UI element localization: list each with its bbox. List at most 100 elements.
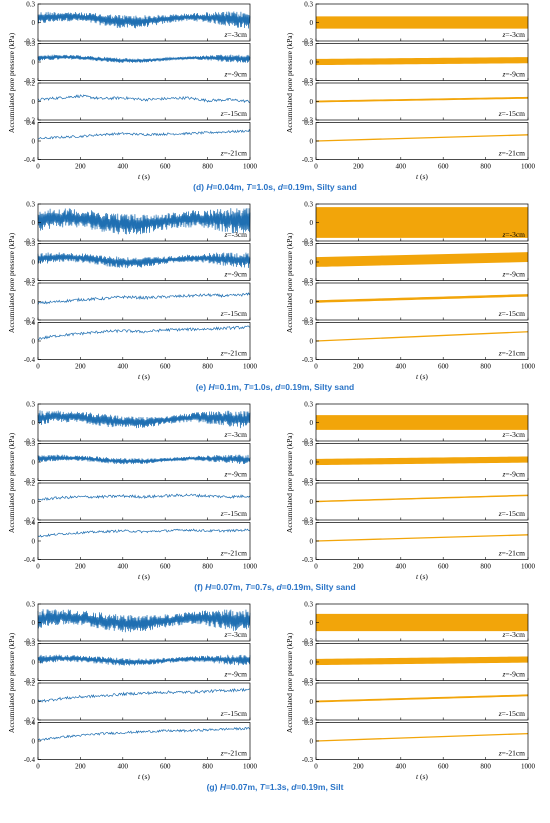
chart-block: 0.30-0.3z=-3cm0.30-0.3z=-9cm0.20-0.2z=-1… <box>7 201 536 393</box>
left-panel: 0.3 0 -0.3 z=-3cm <box>24 201 251 246</box>
y-tick-label: 0 <box>32 498 36 506</box>
x-axis-title: t (s) <box>138 572 150 581</box>
y-tick-label: 0.3 <box>304 80 313 88</box>
caption: (f) H=0.07m, T=0.7s, d=0.19m, Silty sand <box>194 582 355 592</box>
y-ticks: 0.3 0 -0.3 <box>302 240 319 285</box>
chart-block: 0.30-0.3z=-3cm0.30-0.3z=-9cm0.20-0.2z=-1… <box>7 601 536 793</box>
y-tick-label: -0.4 <box>24 156 36 164</box>
measured-line <box>37 252 251 269</box>
data-series <box>316 456 528 466</box>
y-tick-label: 0.3 <box>26 1 35 9</box>
depth-label: z=-9cm <box>501 270 525 279</box>
measured-line <box>37 11 251 29</box>
y-tick-label: 0 <box>310 619 314 627</box>
y-tick-label: 0 <box>310 659 314 667</box>
y-tick-label: 0 <box>310 219 314 227</box>
x-axis-title: t (s) <box>416 572 428 581</box>
x-tick-label: 1000 <box>521 163 536 171</box>
left-panel: 0.3 0 -0.3 z=-3cm <box>24 601 251 646</box>
x-ticks <box>37 238 251 241</box>
panel-frame <box>315 122 529 160</box>
y-ticks: 0.3 0 -0.3 <box>302 201 319 246</box>
x-ticks <box>37 678 251 681</box>
y-ticks: 0.3 0 -0.3 <box>24 601 41 646</box>
y-ticks: 0.3 0 -0.3 <box>24 401 41 446</box>
data-series <box>316 415 528 430</box>
depth-label: z=-3cm <box>501 430 525 439</box>
left-panel: 0.2 0 -0.2 z=-15cm <box>24 680 251 725</box>
data-series <box>37 208 251 235</box>
y-tick-label: 0 <box>32 338 36 346</box>
y-tick-label: 0 <box>32 98 36 106</box>
x-axis-title: t (s) <box>138 172 150 181</box>
x-ticks <box>37 317 251 320</box>
y-tick-label: 0 <box>32 59 36 67</box>
x-ticks <box>315 638 529 641</box>
y-tick-label: 0 <box>32 738 36 746</box>
depth-label: z=-3cm <box>223 630 247 639</box>
x-tick-label: 800 <box>480 163 491 171</box>
panel-frame <box>37 522 251 560</box>
depth-label: z=-15cm <box>220 309 247 318</box>
y-tick-label: -0.3 <box>24 38 36 46</box>
y-tick-label: 0.2 <box>26 480 35 488</box>
y-tick-label: 0 <box>32 298 36 306</box>
data-series <box>316 494 528 503</box>
y-tick-label: 0.2 <box>26 680 35 688</box>
x-tick-label: 0 <box>36 763 40 771</box>
y-tick-label: 0.3 <box>26 40 35 48</box>
data-series <box>37 128 251 140</box>
x-tick-label: 600 <box>438 563 449 571</box>
y-tick-label: 0 <box>32 459 36 467</box>
left-panel: 0.2 0 -0.2 z=-15cm <box>24 80 251 125</box>
y-tick-label: -0.3 <box>302 517 314 525</box>
y-tick-label: 0 <box>32 259 36 267</box>
left-panel: 0.3 0 -0.3 z=-3cm <box>24 401 251 446</box>
y-ticks: 0.3 0 -0.3 <box>302 80 319 125</box>
y-tick-label: 0.3 <box>304 440 313 448</box>
predicted-band <box>316 294 528 303</box>
y-ticks: 0.3 0 -0.3 <box>302 640 319 685</box>
y-tick-label: 0 <box>310 59 314 67</box>
right-panel: 0.3 0 -0.3 z=-15cm <box>302 80 529 125</box>
x-tick-label: 0 <box>36 363 40 371</box>
x-ticks <box>315 78 529 81</box>
y-tick-label: -0.3 <box>302 556 314 564</box>
x-tick-label: 1000 <box>243 563 258 571</box>
right-panel: 0.3 0 -0.3 z=-3cm <box>302 401 529 446</box>
panel-frame <box>37 82 251 121</box>
y-tick-label: 0.3 <box>26 201 35 209</box>
y-tick-label: 0 <box>32 698 36 706</box>
x-tick-label: 400 <box>118 363 129 371</box>
x-tick-label: 200 <box>75 563 86 571</box>
y-axis-title: Accumulated pore pressure (kPa) <box>285 432 294 533</box>
x-tick-label: 0 <box>36 563 40 571</box>
y-tick-label: -0.3 <box>302 477 314 485</box>
y-tick-label: 0 <box>310 459 314 467</box>
y-ticks: 0.3 0 -0.3 <box>24 40 41 85</box>
x-ticks <box>37 38 251 41</box>
x-tick-label: 800 <box>202 763 213 771</box>
depth-label: z=-21cm <box>498 749 525 758</box>
y-tick-label: -0.3 <box>302 438 314 446</box>
measured-line <box>37 609 251 633</box>
predicted-line <box>315 331 529 342</box>
y-tick-label: 0 <box>310 19 314 27</box>
x-tick-label: 800 <box>202 363 213 371</box>
measured-line <box>37 454 251 465</box>
data-series <box>37 687 251 703</box>
y-tick-label: 0 <box>310 498 314 506</box>
y-tick-label: -0.3 <box>302 238 314 246</box>
right-panel: 0.3 0 -0.3 z=-9cm <box>302 240 529 285</box>
x-tick-label: 1000 <box>243 363 258 371</box>
x-axis-title: t (s) <box>416 172 428 181</box>
data-series <box>316 252 528 267</box>
panel-frame <box>315 322 529 360</box>
depth-label: z=-3cm <box>501 630 525 639</box>
x-tick-label: 200 <box>353 163 364 171</box>
left-panel: 0.3 0 -0.3 z=-9cm <box>24 240 251 285</box>
